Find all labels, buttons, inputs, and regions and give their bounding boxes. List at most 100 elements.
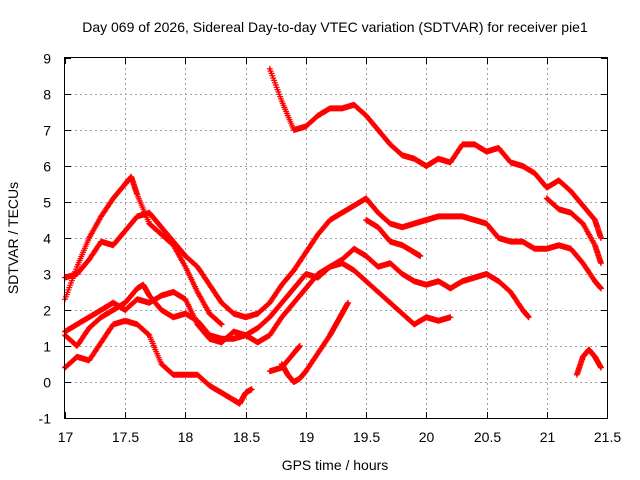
data-point [100, 341, 103, 344]
data-point [425, 219, 428, 222]
data-point [347, 302, 350, 305]
data-point [88, 327, 91, 330]
data-point [293, 352, 296, 355]
data-point [88, 237, 91, 240]
data-point [389, 240, 392, 243]
data-point [208, 338, 211, 341]
data-point [184, 374, 187, 377]
data-point [389, 222, 392, 225]
data-point [88, 316, 91, 319]
x-tick-label: 20 [419, 429, 435, 445]
data-point [160, 363, 163, 366]
data-point [533, 248, 536, 251]
data-point [208, 284, 211, 287]
data-point [377, 291, 380, 294]
data-point [582, 222, 585, 225]
data-point [160, 226, 163, 229]
data-point [124, 309, 127, 312]
data-point [401, 226, 404, 229]
y-tick-label: 9 [43, 51, 51, 67]
data-point [365, 197, 368, 200]
data-point [232, 312, 235, 315]
data-point [256, 341, 259, 344]
data-point [244, 316, 247, 319]
data-point [196, 323, 199, 326]
data-point [401, 312, 404, 315]
data-point [76, 345, 79, 348]
chart-title: Day 069 of 2026, Sidereal Day-to-day VTE… [82, 19, 588, 35]
data-point [419, 255, 422, 258]
series-markers [279, 300, 351, 385]
data-point [437, 280, 440, 283]
grid [65, 58, 607, 418]
sdtvar-chart: Day 069 of 2026, Sidereal Day-to-day VTE… [0, 0, 640, 480]
data-point [184, 255, 187, 258]
data-point [558, 179, 561, 182]
data-point [377, 212, 380, 215]
data-point [124, 320, 127, 323]
data-point [600, 262, 603, 265]
data-point [582, 204, 585, 207]
data-point [546, 248, 549, 251]
data-point [533, 172, 536, 175]
data-point [389, 143, 392, 146]
data-point [570, 248, 573, 251]
data-point [413, 323, 416, 326]
data-point [437, 215, 440, 218]
data-point [305, 273, 308, 276]
data-point [136, 287, 139, 290]
data-point [497, 237, 500, 240]
data-point [76, 266, 79, 269]
data-point [377, 129, 380, 132]
data-point [293, 381, 296, 384]
x-tick-label: 21.5 [594, 429, 621, 445]
data-point [600, 366, 603, 369]
data-point [305, 251, 308, 254]
data-point [576, 374, 579, 377]
series-markers [62, 174, 225, 328]
data-point [136, 298, 139, 301]
data-point [317, 114, 320, 117]
y-tick-label: 1 [43, 339, 51, 355]
data-point [232, 399, 235, 402]
data-point [148, 294, 151, 297]
y-tick-label: 5 [43, 195, 51, 211]
series-markers [62, 318, 255, 407]
data-point [88, 258, 91, 261]
data-point [389, 262, 392, 265]
data-point [437, 158, 440, 161]
data-point [76, 323, 79, 326]
data-point [88, 359, 91, 362]
series-track-11 [574, 347, 604, 378]
data-point [317, 273, 320, 276]
data-point [293, 287, 296, 290]
data-point [521, 309, 524, 312]
data-point [100, 215, 103, 218]
x-tick-label: 17.5 [112, 429, 139, 445]
data-point [160, 309, 163, 312]
data-point [299, 345, 302, 348]
data-point [461, 215, 464, 218]
data-point [124, 302, 127, 305]
data-point [124, 230, 127, 233]
data-point [401, 154, 404, 157]
data-point [497, 147, 500, 150]
data-point [196, 291, 199, 294]
data-point [299, 377, 302, 380]
data-point [588, 348, 591, 351]
data-point [317, 352, 320, 355]
data-point [196, 374, 199, 377]
data-point [160, 294, 163, 297]
data-point [329, 334, 332, 337]
data-point [341, 212, 344, 215]
data-point [184, 312, 187, 315]
data-point [413, 158, 416, 161]
data-point [100, 316, 103, 319]
data-point [353, 104, 356, 107]
data-point [582, 262, 585, 265]
data-point [281, 366, 284, 369]
data-point [136, 215, 139, 218]
data-point [112, 302, 115, 305]
data-point [485, 222, 488, 225]
data-point [100, 240, 103, 243]
